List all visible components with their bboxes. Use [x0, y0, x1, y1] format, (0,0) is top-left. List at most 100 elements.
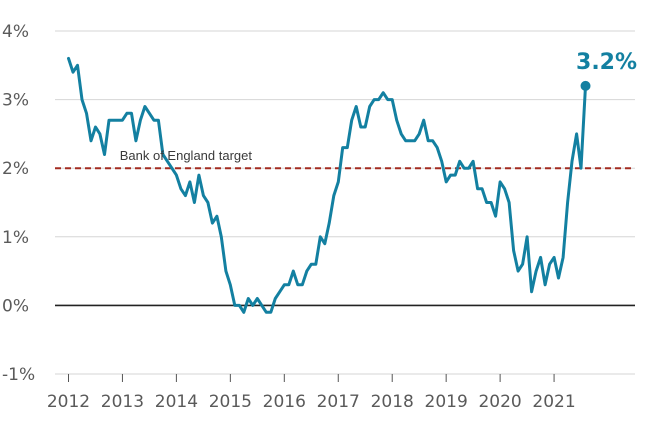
x-tick-label: 2019	[425, 392, 468, 412]
data-point	[494, 215, 496, 217]
y-axis-ticks: 4% 3% 2% 1% 0% -1%	[2, 22, 35, 385]
data-point	[301, 284, 303, 286]
data-point	[117, 119, 119, 121]
data-point	[76, 64, 78, 66]
data-point	[395, 119, 397, 121]
data-point	[265, 311, 267, 313]
data-point	[261, 304, 263, 306]
data-point	[404, 140, 406, 142]
data-point	[211, 222, 213, 224]
data-point	[490, 201, 492, 203]
data-point	[454, 174, 456, 176]
data-point	[243, 311, 245, 313]
data-point	[535, 270, 537, 272]
data-point	[202, 194, 204, 196]
data-point	[414, 140, 416, 142]
data-point	[467, 167, 469, 169]
data-point	[283, 284, 285, 286]
data-point	[310, 263, 312, 265]
last-value-label: 3.2%	[576, 50, 637, 75]
data-point	[247, 297, 249, 299]
data-point	[553, 256, 555, 258]
y-tick-label: 3%	[2, 91, 29, 111]
data-point	[355, 105, 357, 107]
data-point	[297, 284, 299, 286]
data-point	[337, 181, 339, 183]
data-point	[225, 270, 227, 272]
data-point	[378, 98, 380, 100]
target-line-label: Bank of England target	[120, 148, 253, 163]
y-tick-label: 0%	[2, 296, 29, 316]
data-point	[431, 140, 433, 142]
data-point	[126, 112, 128, 114]
data-point	[130, 112, 132, 114]
data-point	[463, 167, 465, 169]
data-point	[427, 140, 429, 142]
data-point	[175, 174, 177, 176]
data-point	[148, 112, 150, 114]
data-point	[234, 304, 236, 306]
y-tick-label: 2%	[2, 159, 29, 179]
data-point	[315, 263, 317, 265]
data-point	[189, 181, 191, 183]
data-point	[306, 270, 308, 272]
data-point	[333, 194, 335, 196]
x-tick-label: 2020	[478, 392, 521, 412]
data-point	[85, 112, 87, 114]
data-point	[72, 71, 74, 73]
data-point	[458, 160, 460, 162]
data-point	[135, 140, 137, 142]
x-tick-label: 2012	[47, 392, 90, 412]
annotations: Bank of England target 3.2%	[120, 50, 637, 163]
data-point	[391, 98, 393, 100]
data-point	[288, 284, 290, 286]
series-line	[67, 56, 587, 314]
data-point	[544, 284, 546, 286]
y-tick-label: -1%	[2, 365, 35, 385]
x-tick-label: 2017	[317, 392, 360, 412]
data-point	[387, 98, 389, 100]
x-tick-label: 2016	[263, 392, 306, 412]
data-point	[94, 126, 96, 128]
data-point	[530, 290, 532, 292]
data-point	[229, 284, 231, 286]
data-point	[526, 236, 528, 238]
data-point	[324, 242, 326, 244]
data-point	[112, 119, 114, 121]
data-point	[184, 194, 186, 196]
data-point	[121, 119, 123, 121]
y-tick-label: 1%	[2, 228, 29, 248]
data-point	[409, 140, 411, 142]
data-point	[445, 181, 447, 183]
data-point	[422, 119, 424, 121]
data-point	[360, 126, 362, 128]
data-point	[400, 133, 402, 135]
data-point	[369, 105, 371, 107]
data-point	[220, 236, 222, 238]
data-point	[566, 201, 568, 203]
x-tick-label: 2018	[371, 392, 414, 412]
data-point	[292, 270, 294, 272]
data-point	[328, 222, 330, 224]
data-point	[539, 256, 541, 258]
data-point	[571, 160, 573, 162]
data-point	[252, 304, 254, 306]
data-point	[99, 133, 101, 135]
data-point	[270, 311, 272, 313]
data-point	[207, 201, 209, 203]
data-point	[274, 297, 276, 299]
data-point	[351, 119, 353, 121]
series-layer	[67, 56, 591, 314]
data-point	[364, 126, 366, 128]
data-point	[436, 146, 438, 148]
data-point	[472, 160, 474, 162]
data-point	[580, 167, 582, 169]
data-point	[193, 201, 195, 203]
data-point	[67, 57, 69, 59]
data-point	[319, 236, 321, 238]
gridlines	[55, 30, 635, 375]
x-tick-label: 2021	[532, 392, 575, 412]
data-point	[171, 167, 173, 169]
data-point	[485, 201, 487, 203]
